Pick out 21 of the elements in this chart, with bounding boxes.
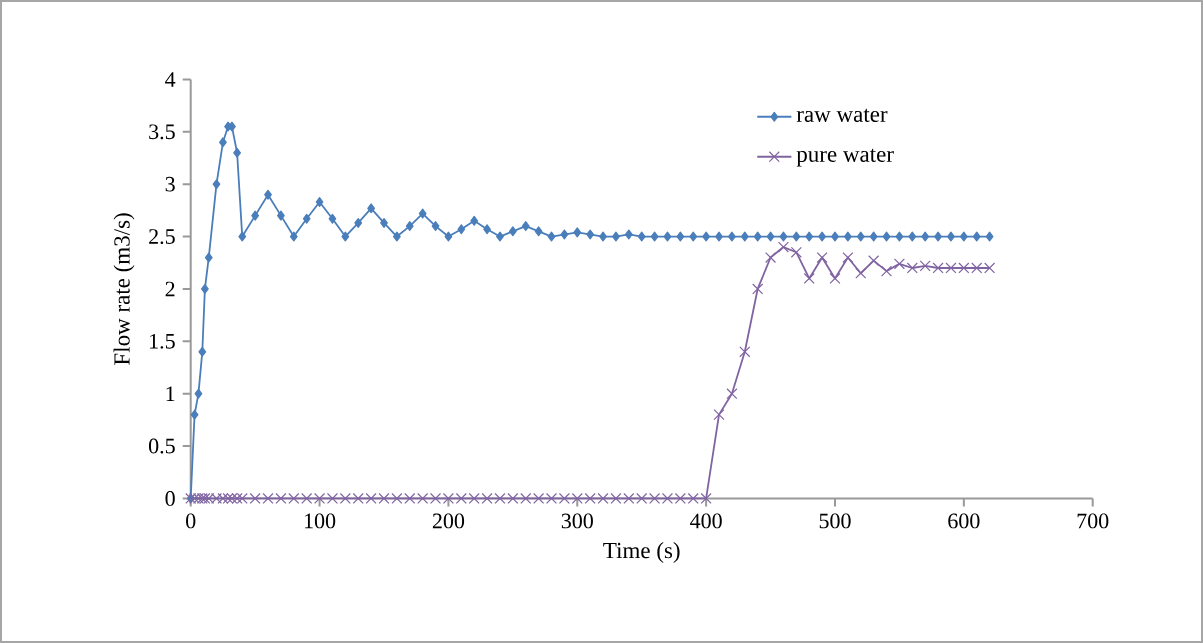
y-tick-label: 3.5 bbox=[149, 124, 175, 140]
x-tick-label: 400 bbox=[690, 513, 722, 529]
y-tick-label: 4 bbox=[165, 72, 176, 87]
x-tick-label: 100 bbox=[305, 513, 336, 529]
x-tick-label: 200 bbox=[432, 513, 465, 529]
legend-label: pure water bbox=[796, 148, 894, 167]
x-tick-label: 600 bbox=[948, 513, 980, 529]
y-tick-label: 1 bbox=[166, 386, 175, 401]
y-tick-label: 2 bbox=[165, 281, 175, 297]
legend-label: raw water bbox=[796, 108, 888, 122]
y-tick-label: 2.5 bbox=[149, 229, 175, 245]
y-axis-title: Flow rate (m3/s) bbox=[113, 213, 135, 365]
y-tick-label: 3 bbox=[165, 176, 175, 192]
x-tick-label: 300 bbox=[561, 513, 593, 529]
y-tick-label: 1.5 bbox=[150, 333, 175, 349]
x-tick-label: 500 bbox=[819, 513, 851, 529]
x-tick-label: 0 bbox=[186, 513, 196, 529]
x-tick-label: 700 bbox=[1077, 513, 1109, 529]
y-tick-label: 0 bbox=[165, 491, 175, 506]
y-tick-label: 0.5 bbox=[148, 438, 175, 454]
x-axis-title: Time (s) bbox=[603, 542, 680, 563]
